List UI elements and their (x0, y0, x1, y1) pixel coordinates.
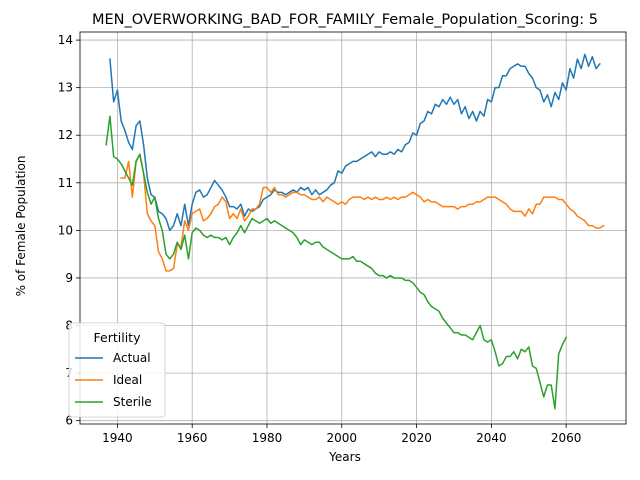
legend: Fertility Actual Ideal Sterile (68, 322, 166, 418)
x-tick-label: 2000 (327, 431, 358, 445)
legend-label-ideal: Ideal (113, 373, 142, 387)
y-tick-label: 11 (58, 176, 73, 190)
chart-title: MEN_OVERWORKING_BAD_FOR_FAMILY_Female_Po… (92, 12, 598, 28)
y-axis-label: % of Female Population (14, 156, 28, 297)
legend-label-sterile: Sterile (113, 395, 152, 409)
legend-title: Fertility (94, 330, 142, 345)
x-tick-label: 2060 (551, 431, 582, 445)
y-tick-label: 13 (58, 81, 73, 95)
x-axis-label: Years (328, 450, 361, 464)
x-axis-ticks: 1940 1960 1980 2000 2020 2040 2060 (102, 424, 581, 445)
x-tick-label: 2040 (476, 431, 507, 445)
x-tick-label: 1980 (252, 431, 283, 445)
y-tick-label: 6 (65, 414, 73, 428)
legend-label-actual: Actual (113, 351, 151, 365)
series-line-ideal (120, 153, 605, 272)
x-tick-label: 2020 (401, 431, 432, 445)
y-tick-label: 14 (58, 33, 73, 47)
legend-box (68, 322, 166, 418)
series-line-sterile (105, 115, 568, 410)
series-lines (105, 53, 605, 410)
x-tick-label: 1960 (177, 431, 208, 445)
y-tick-label: 12 (58, 128, 73, 142)
plot-frame (79, 31, 627, 425)
x-tick-label: 1940 (102, 431, 133, 445)
y-tick-label: 10 (58, 223, 73, 237)
series-line-actual (109, 53, 601, 232)
grid (80, 32, 626, 424)
y-tick-label: 9 (65, 271, 73, 285)
